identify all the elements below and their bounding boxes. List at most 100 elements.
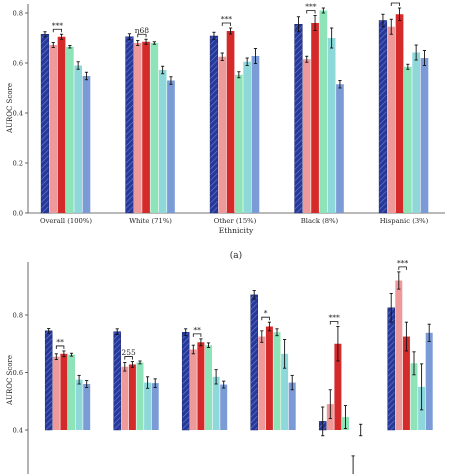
bar (136, 362, 144, 430)
bar (52, 356, 60, 430)
bar (212, 376, 220, 430)
x-tick-label: Overall (100%) (40, 217, 92, 225)
bar (40, 34, 50, 214)
bar (144, 382, 152, 430)
significance-label: *** (221, 15, 233, 24)
bar (167, 80, 175, 213)
bar (66, 46, 74, 213)
bar (334, 343, 342, 430)
bar (319, 10, 328, 213)
significance-label: * (264, 309, 268, 318)
y-tick-label: 0.8 (13, 312, 23, 320)
bar (404, 66, 412, 213)
bar (197, 342, 205, 430)
bar (142, 41, 150, 213)
bar (327, 38, 336, 213)
significance-bracket (329, 321, 339, 325)
x-axis-label: Ethnicity (219, 226, 254, 235)
significance-bracket (390, 2, 400, 6)
y-axis-label: AUROC Score (6, 83, 14, 134)
error-bars (47, 271, 431, 474)
panel-label: (a) (230, 250, 242, 261)
bar (265, 326, 273, 430)
bar (125, 36, 134, 214)
y-axis-label: AUROC Score (6, 355, 14, 406)
x-tick-label: Black (8%) (301, 217, 339, 225)
bar (82, 76, 91, 213)
y-tick-label: 0.2 (13, 160, 23, 168)
significance-bracket (137, 33, 147, 38)
bar-marks (40, 10, 429, 214)
significance-annotations: **255*** ****** (55, 258, 409, 360)
y-tick-label: 0.6 (13, 369, 23, 377)
bar (57, 36, 66, 213)
bar-marks (44, 280, 433, 431)
bar (288, 382, 296, 430)
x-tick-labels: Overall (100%) White (71%) Other (15%) Blac… (40, 217, 429, 225)
significance-label: *** (52, 21, 64, 30)
bar (133, 43, 142, 213)
bar (181, 332, 190, 431)
bar (189, 349, 197, 430)
significance-bracket (398, 266, 407, 270)
significance-label: ** (193, 325, 201, 334)
bar (251, 56, 260, 213)
bar (402, 336, 410, 430)
bar (336, 84, 344, 213)
bar (311, 23, 319, 213)
bar (235, 74, 243, 213)
bar (395, 14, 404, 213)
y-tick-labels: 0.4 0.6 0.8 (13, 312, 28, 435)
bar (387, 307, 395, 431)
y-tick-label: 0.0 (13, 210, 23, 218)
significance-label: *** (397, 258, 409, 267)
bar (258, 336, 266, 430)
significance-label: *** (305, 2, 317, 11)
chart-panel-a: 0.0 0.2 0.4 0.6 0.8 *** ƞ68 *** *** Overall (10… (6, 2, 445, 261)
chart-panel-b: 0.40.60.8 **255*** ****** AUROC Score (6, 258, 433, 474)
error-bars (43, 7, 427, 89)
bar (209, 35, 219, 214)
x-tick-label: Other (15%) (214, 217, 257, 225)
bar (302, 59, 311, 213)
bar (44, 330, 53, 431)
significance-label: ** (56, 337, 64, 346)
bar (294, 24, 303, 214)
bar (151, 383, 159, 430)
bar (121, 366, 129, 430)
bar (387, 26, 396, 213)
bar (68, 354, 75, 430)
bar (218, 56, 227, 213)
significance-bracket (192, 333, 202, 337)
significance-bracket (261, 316, 270, 321)
bar (150, 43, 159, 213)
bar (128, 364, 136, 430)
bar (412, 52, 420, 213)
bar (395, 280, 403, 430)
bar (75, 379, 83, 430)
significance-bracket (306, 10, 316, 14)
bar (83, 384, 91, 430)
bar (74, 65, 82, 213)
bar (378, 20, 388, 214)
x-tick-label: White (71%) (129, 217, 172, 225)
bar (273, 332, 281, 430)
significance-bracket (52, 28, 62, 33)
y-tick-label: 0.6 (13, 60, 23, 68)
x-tick-label: Hispanic (3%) (380, 217, 429, 225)
bar (425, 332, 433, 430)
bar (158, 70, 167, 213)
significance-bracket (124, 356, 133, 360)
bar (243, 61, 251, 213)
bar (250, 294, 258, 431)
bar (205, 345, 212, 430)
bar (281, 353, 289, 430)
bar (420, 58, 429, 213)
significance-annotations: *** ƞ68 *** *** (52, 2, 400, 38)
bar (220, 384, 228, 430)
bar (113, 331, 121, 431)
significance-label: ƞ68 (135, 26, 150, 35)
y-tick-label: 0.4 (13, 427, 23, 435)
y-tick-label: 0.4 (13, 110, 23, 118)
